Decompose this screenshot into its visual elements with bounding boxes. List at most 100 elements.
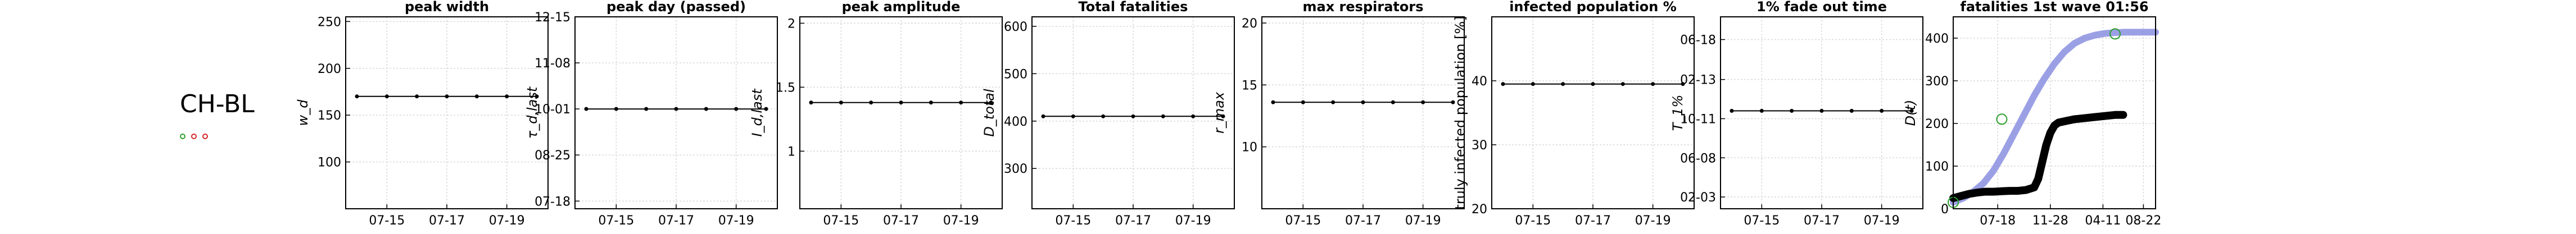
data-point (1620, 82, 1625, 86)
data-point (1651, 82, 1655, 86)
data-point (1071, 114, 1075, 118)
y-axis-label: T_1% (1670, 95, 1686, 131)
data-point (1161, 114, 1165, 118)
x-tick-label: 04-11 (2085, 214, 2121, 228)
y-tick-label: 400 (1925, 32, 1949, 46)
y-tick-label: 07-18 (535, 195, 571, 209)
y-tick-label: 08-25 (535, 149, 571, 163)
data-point (1221, 114, 1225, 118)
series-line-1 (1950, 29, 2159, 206)
chart-title: 1% fade out time (1756, 0, 1887, 15)
x-tick-label: 07-19 (489, 214, 525, 228)
chart-panel-1: peak width 100 150 200 250 07-15 07-17 07-19 w_d (295, 0, 549, 228)
y-tick-label: 02-03 (1680, 191, 1716, 205)
x-tick-label: 07-15 (598, 214, 634, 228)
x-tick-label: 07-19 (943, 214, 979, 228)
chart-panel-6: infected population % 20 30 40 07-15 07-17 07-… (1452, 0, 1695, 228)
y-tick-label: 10-01 (535, 103, 571, 117)
data-point (959, 100, 963, 105)
x-tick-label: 07-15 (1055, 214, 1091, 228)
plot-frame (799, 16, 1003, 209)
y-axis-label: I_d,last (749, 88, 765, 137)
chart-title: peak width (405, 0, 489, 15)
data-point (929, 100, 933, 105)
y-tick-label: 100 (1925, 160, 1949, 174)
data-point (764, 107, 768, 111)
y-tick-label: 30 (1472, 139, 1487, 153)
red-circle-marker-2 (202, 134, 208, 139)
red-circle-marker-1 (191, 134, 197, 139)
green-marker (2109, 28, 2121, 40)
data-point (1730, 109, 1734, 113)
data-point (869, 100, 873, 105)
data-point (704, 107, 708, 111)
chart-title: infected population % (1509, 0, 1677, 15)
y-tick-label: 200 (318, 62, 341, 76)
y-axis-label: D(t) (1903, 100, 1918, 126)
data-point (1819, 109, 1824, 113)
x-tick-label: 07-19 (1175, 214, 1211, 228)
y-tick-label: 300 (1004, 162, 1027, 176)
y-axis-label: truly infected population [%] (1452, 16, 1468, 209)
data-point (1909, 109, 1914, 113)
y-tick-label: 06-18 (1680, 33, 1716, 47)
data-point (1101, 114, 1106, 118)
y-tick-label: 100 (318, 156, 341, 170)
plot-frame (1953, 16, 2156, 209)
data-point (445, 94, 449, 99)
data-point (1451, 100, 1455, 104)
y-axis-label: τ_d,last (524, 86, 540, 139)
data-point (1681, 82, 1685, 86)
region-markers (180, 134, 208, 139)
chart-title: Total fatalities (1079, 0, 1188, 15)
data-point (415, 94, 419, 99)
x-tick-label: 07-19 (718, 214, 754, 228)
y-tick-label: 500 (1004, 67, 1027, 81)
data-point (535, 94, 539, 99)
x-tick-label: 07-17 (429, 214, 465, 228)
data-point (1880, 109, 1884, 113)
data-point (384, 94, 389, 99)
y-tick-label: 400 (1004, 115, 1027, 129)
x-tick-label: 07-19 (1864, 214, 1900, 228)
y-axis-label: r_max (1211, 91, 1227, 134)
data-point (614, 107, 618, 111)
data-point (809, 100, 813, 105)
region-label: CH-BL (180, 90, 255, 118)
y-tick-label: 10-11 (1680, 112, 1716, 126)
green-circle-marker (180, 134, 185, 139)
data-point (734, 107, 739, 111)
x-tick-label: 07-17 (1575, 214, 1611, 228)
x-tick-label: 07-17 (1115, 214, 1151, 228)
x-tick-label: 07-19 (1635, 214, 1671, 228)
y-tick-label: 20 (1242, 17, 1257, 31)
data-point (1331, 100, 1335, 104)
data-point (1041, 114, 1045, 118)
x-tick-label: 07-15 (1744, 214, 1780, 228)
chart-title: peak amplitude (842, 0, 961, 15)
data-point (1421, 100, 1425, 104)
chart-panel-4: Total fatalities 300 400 500 600 07-15 07-17 07… (981, 0, 1235, 228)
y-tick-label: 11-08 (535, 57, 571, 71)
x-tick-label: 07-18 (1980, 214, 2016, 228)
y-tick-label: 0 (1941, 203, 1949, 217)
x-tick-label: 11-28 (2032, 214, 2068, 228)
x-tick-label: 08-22 (2125, 214, 2161, 228)
x-tick-label: 07-19 (1405, 214, 1441, 228)
y-tick-label: 2 (787, 17, 795, 31)
data-point (899, 100, 903, 105)
plot-frame (345, 16, 549, 209)
y-tick-label: 10 (1242, 141, 1257, 155)
y-tick-label: 150 (318, 109, 341, 123)
data-point (355, 94, 359, 99)
series-line-2 (1949, 111, 2127, 202)
y-tick-label: 1.5 (776, 81, 795, 95)
data-point (584, 107, 588, 111)
chart-panel-7: 1% fade out time 02-03 06-08 10-11 02-13 06-1… (1670, 0, 1923, 228)
plot-frame (574, 16, 778, 209)
y-axis-label: w_d (295, 99, 311, 126)
y-tick-label: 300 (1925, 75, 1949, 89)
chart-title: peak day (passed) (606, 0, 746, 15)
data-point (1591, 82, 1595, 86)
